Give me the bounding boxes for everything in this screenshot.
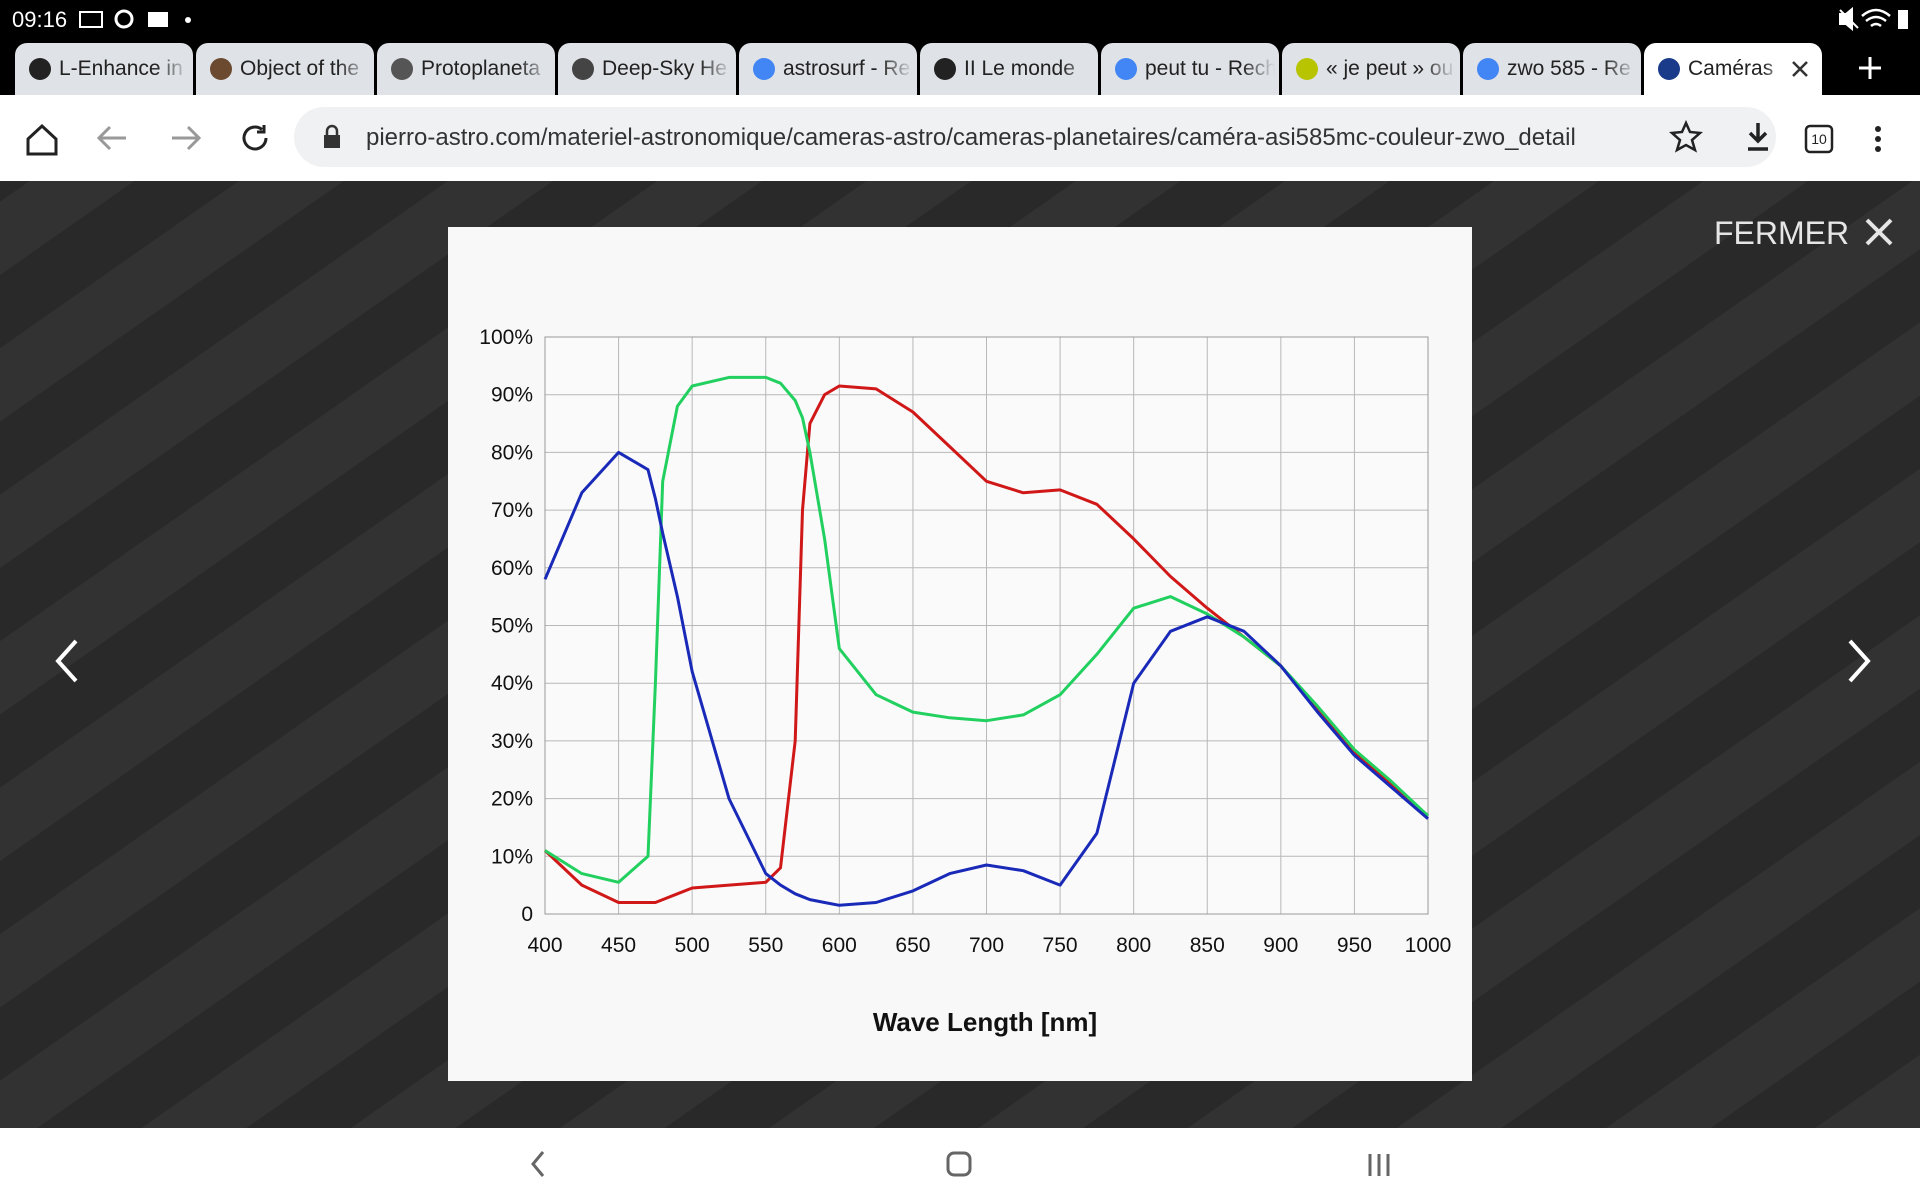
x-tick-label: 600	[822, 934, 857, 957]
reload-button[interactable]	[242, 125, 268, 151]
tab-title: Deep-Sky He	[602, 57, 727, 80]
x-tick-label: 550	[748, 934, 783, 957]
y-tick-label: 20%	[491, 788, 533, 811]
new-tab-button[interactable]	[1840, 39, 1900, 95]
browser-tab[interactable]: L-Enhance in	[15, 43, 193, 95]
y-tick-label: 80%	[491, 441, 533, 464]
sys-home[interactable]	[946, 1151, 972, 1177]
series-line	[544, 375, 1430, 884]
y-tick-label: 50%	[491, 615, 533, 638]
url: pierro-astro.com/materiel-astronomique/c…	[366, 124, 1576, 151]
tab-close[interactable]	[1790, 59, 1810, 79]
tab-title: Caméras	[1688, 57, 1774, 80]
favicon	[1658, 58, 1680, 80]
y-tick-label: 70%	[491, 499, 533, 522]
lightbox: FERMER 0 10% 20% 30% 40% 50% 60% 70% 80% 90% 100% 4…	[0, 181, 1920, 1128]
url-actions	[1669, 119, 1768, 153]
system-nav-icons	[531, 1151, 1390, 1177]
y-tick-label: 60%	[491, 557, 533, 580]
tab-count: 10	[1811, 131, 1827, 147]
next-arrow[interactable]	[1838, 631, 1878, 691]
tab-title: zwo 585 - Re	[1507, 57, 1631, 80]
lock-icon	[324, 124, 340, 148]
tab-title: II Le monde	[964, 57, 1075, 80]
browser-tab[interactable]: Deep-Sky He	[558, 43, 736, 95]
x-tick-label: 400	[527, 934, 562, 957]
x-tick-label: 750	[1043, 934, 1078, 957]
favicon	[210, 58, 232, 80]
tab-title: Object of the	[240, 57, 360, 80]
back-button[interactable]	[96, 125, 126, 151]
favicon	[934, 58, 956, 80]
url-field[interactable]: pierro-astro.com/materiel-astronomique/c…	[294, 107, 1776, 167]
browser-tab[interactable]: « je peut » ou	[1282, 43, 1460, 95]
x-tick-label: 800	[1116, 934, 1151, 957]
chart: 0 10% 20% 30% 40% 50% 60% 70% 80% 90% 100% 400 450 50…	[479, 326, 1452, 1037]
close-icon	[1865, 218, 1893, 246]
y-tick-label: 100%	[479, 326, 533, 349]
x-tick-label: 700	[969, 934, 1004, 957]
tab-strip: L-Enhance in Object of the Protoplaneta Dee…	[0, 39, 1920, 95]
nav-buttons	[26, 123, 268, 156]
favicon	[391, 58, 413, 80]
bookmark-button[interactable]	[1669, 119, 1703, 153]
browser-tab[interactable]: Protoplaneta	[377, 43, 555, 95]
browser-tab[interactable]: Caméras	[1644, 43, 1822, 95]
x-tick-label: 850	[1190, 934, 1225, 957]
browser-tab[interactable]: II Le monde	[920, 43, 1098, 95]
tab-switcher[interactable]	[1804, 124, 1834, 154]
close-button[interactable]: FERMER	[1714, 215, 1894, 252]
browser-tab[interactable]: astrosurf - Re	[739, 43, 917, 95]
toolbar-right: 10	[1804, 124, 1881, 154]
favicon	[1296, 58, 1318, 80]
x-tick-label: 900	[1263, 934, 1298, 957]
x-tick-label: 450	[601, 934, 636, 957]
prev-arrow[interactable]	[48, 631, 88, 691]
download-button[interactable]	[1748, 123, 1768, 151]
tab-title: Protoplaneta	[421, 57, 541, 80]
y-tick-label: 90%	[491, 384, 533, 407]
favicon	[1115, 58, 1137, 80]
y-tick-label: 0	[521, 903, 533, 926]
x-tick-label: 1000	[1405, 934, 1452, 957]
series-line	[543, 450, 1429, 907]
favicon	[753, 58, 775, 80]
favicon	[572, 58, 594, 80]
sys-recents[interactable]	[1368, 1154, 1390, 1176]
x-tick-label: 500	[675, 934, 710, 957]
plot-frame	[544, 336, 1429, 915]
close-label: FERMER	[1714, 215, 1850, 251]
y-tick-label: 30%	[491, 730, 533, 753]
browser-tab[interactable]: Object of the	[196, 43, 374, 95]
sys-back[interactable]	[531, 1151, 545, 1177]
status-bar: 09:16	[0, 0, 1920, 39]
tab-title: astrosurf - Re	[783, 57, 911, 80]
tab-title: peut tu - Rech	[1145, 57, 1275, 80]
tab-title: L-Enhance in	[59, 57, 183, 80]
y-tick-label: 10%	[491, 845, 533, 868]
status-icons	[79, 6, 1908, 32]
x-tick-label: 950	[1337, 934, 1372, 957]
address-bar: pierro-astro.com/materiel-astronomique/c…	[0, 95, 1920, 181]
system-nav-bar	[0, 1128, 1920, 1200]
forward-button[interactable]	[172, 125, 202, 151]
x-tick-label: 650	[895, 934, 930, 957]
chart-image: 0 10% 20% 30% 40% 50% 60% 70% 80% 90% 100% 400 450 50…	[448, 227, 1472, 1081]
home-button[interactable]	[26, 123, 58, 156]
y-tick-label: 40%	[491, 672, 533, 695]
favicon	[1477, 58, 1499, 80]
x-axis-title: Wave Length [nm]	[873, 1007, 1097, 1037]
browser-tab[interactable]: peut tu - Rech	[1101, 43, 1279, 95]
clock: 09:16	[12, 7, 68, 32]
favicon	[29, 58, 51, 80]
tab-title: « je peut » ou	[1326, 57, 1454, 80]
browser-tab[interactable]: zwo 585 - Re	[1463, 43, 1641, 95]
